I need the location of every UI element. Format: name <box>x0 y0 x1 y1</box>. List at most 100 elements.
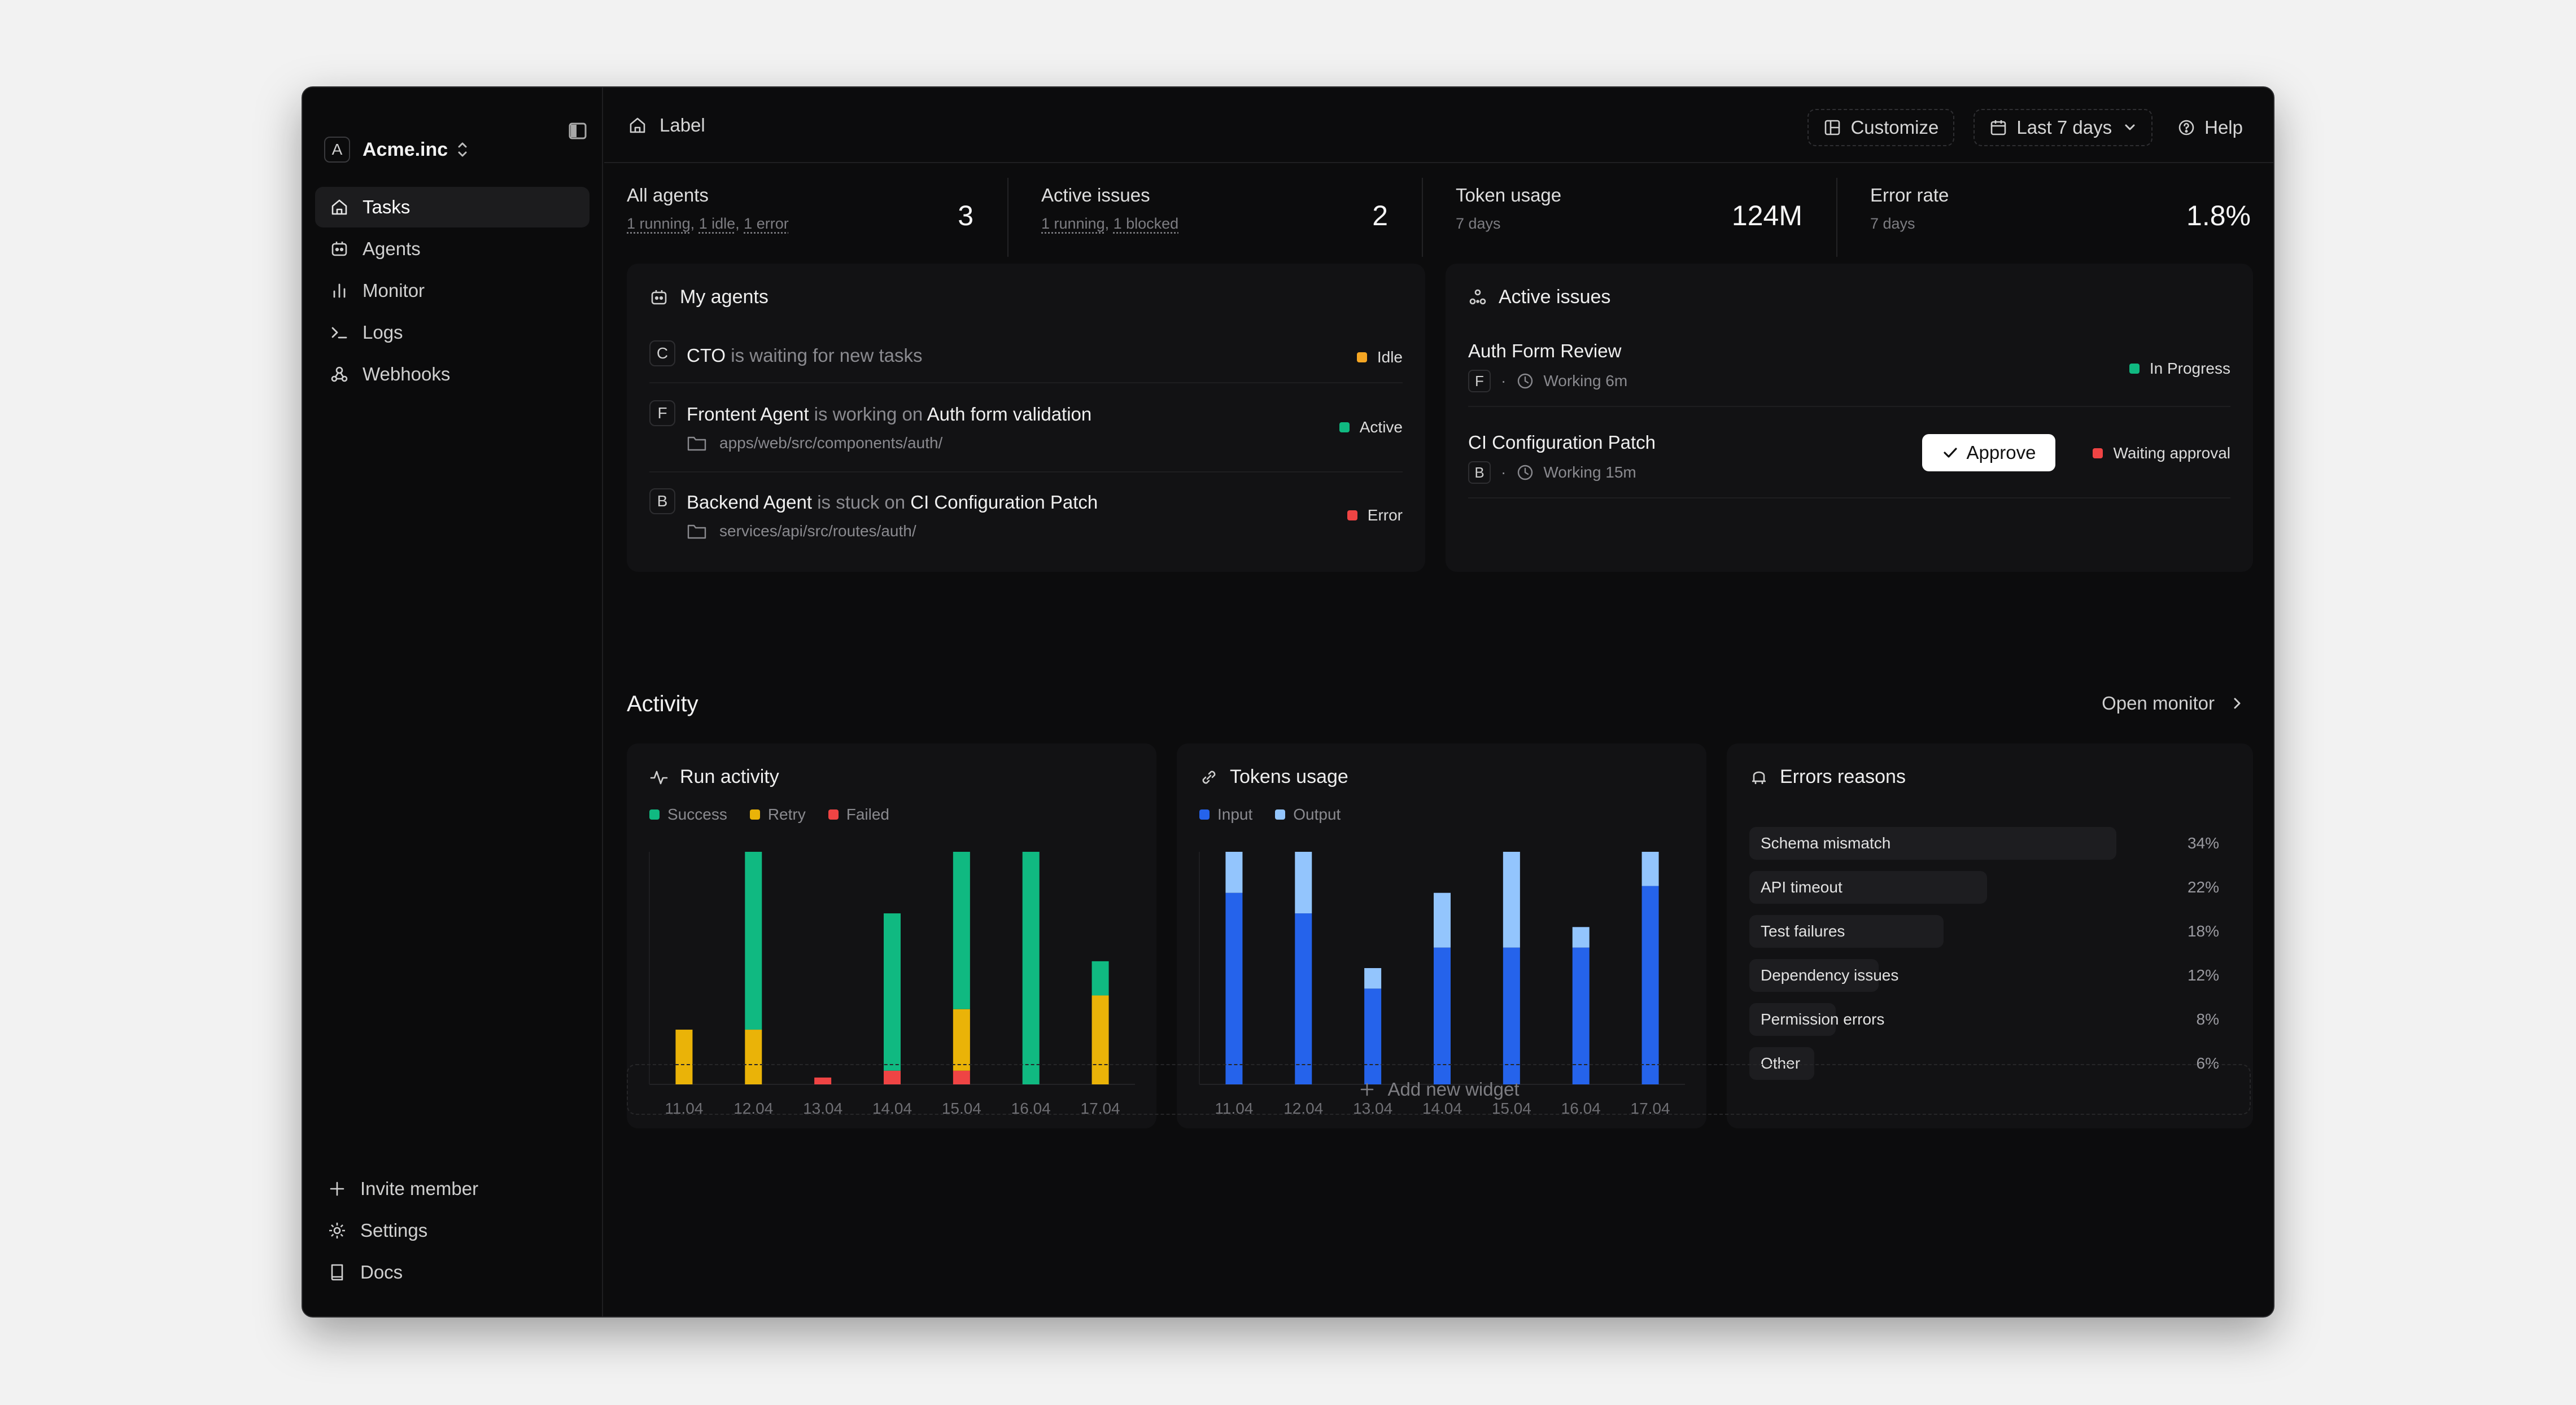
agent-avatar: C <box>649 340 675 366</box>
stat-sub-part: 1 running <box>627 215 691 232</box>
run-bar-retry-11.04[interactable] <box>675 1030 693 1084</box>
status-dot <box>2129 364 2140 374</box>
run-bar-failed-14.04[interactable] <box>884 1070 901 1084</box>
tokens-bar-output-13.04[interactable] <box>1364 968 1382 989</box>
approve-button[interactable]: Approve <box>1922 434 2055 471</box>
agent-row-frontend[interactable]: F Frontent Agent is working on Auth form… <box>649 384 1403 472</box>
error-reason-bar <box>1749 1047 1814 1080</box>
status-dot <box>1339 422 1350 432</box>
date-range-select[interactable]: Last 7 days <box>1974 109 2153 146</box>
sidebar-item-webhooks[interactable]: Webhooks <box>315 354 590 395</box>
stat-value: 2 <box>1372 200 1388 231</box>
stat-all-agents[interactable]: All agents 1 running, 1 idle, 1 error 3 <box>627 178 1008 257</box>
add-widget-button[interactable]: Add new widget <box>627 1064 2251 1115</box>
run-bar-retry-12.04[interactable] <box>745 1030 762 1084</box>
error-reason-row[interactable]: Dependency issues 12% <box>1749 959 2219 992</box>
tokens-bar-input-11.04[interactable] <box>1225 892 1243 1084</box>
legend-dot <box>649 809 660 820</box>
tokens-bar-input-16.04[interactable] <box>1572 947 1590 1084</box>
stat-error-rate[interactable]: Error rate 7 days 1.8% <box>1870 178 2251 257</box>
tokens-bar-output-14.04[interactable] <box>1434 892 1451 948</box>
panel-title: My agents <box>649 286 769 308</box>
agent-name: Backend Agent <box>687 492 813 513</box>
status-badge: Waiting approval <box>2093 444 2230 462</box>
stat-token-usage[interactable]: Token usage 7 days 124M <box>1456 178 1837 257</box>
tokens-bar-input-15.04[interactable] <box>1503 947 1520 1084</box>
error-reason-bar <box>1749 959 1879 992</box>
agent-path-text: services/api/src/routes/auth/ <box>719 522 916 540</box>
topbar: Label Customize Last 7 days Help <box>604 87 2273 163</box>
issue-row-auth-form[interactable]: Auth Form Review F · Working 6m In Progr… <box>1468 334 2230 407</box>
help-label: Help <box>2204 117 2243 138</box>
error-reason-percent: 12% <box>2187 966 2219 984</box>
calendar-icon <box>1991 120 2006 135</box>
panel-title: Run activity <box>649 766 779 788</box>
plus-icon <box>1360 1083 1373 1096</box>
gear-icon <box>329 1223 345 1238</box>
error-reason-bar <box>1749 827 2116 860</box>
run-bar-failed-15.04[interactable] <box>953 1070 970 1084</box>
stat-active-issues[interactable]: Active issues 1 running, 1 blocked 2 <box>1041 178 1423 257</box>
agent-target: CI Configuration Patch <box>910 492 1098 513</box>
legend-label: Success <box>667 806 727 823</box>
tokens-bar-input-13.04[interactable] <box>1364 988 1382 1084</box>
chevron-up-down-icon <box>458 142 467 157</box>
status-label: Error <box>1367 506 1403 524</box>
sidebar-item-label: Monitor <box>363 280 425 301</box>
tokens-bar-output-15.04[interactable] <box>1503 852 1520 948</box>
open-monitor-link[interactable]: Open monitor <box>2102 693 2245 714</box>
error-reason-row[interactable]: Schema mismatch 34% <box>1749 827 2219 860</box>
plus-icon <box>330 1181 344 1196</box>
docs-button[interactable]: Docs <box>315 1252 590 1293</box>
sidebar-toggle-icon[interactable] <box>568 121 587 141</box>
run-bar-success-12.04[interactable] <box>745 852 762 1030</box>
workspace-switcher[interactable]: A Acme.inc <box>324 112 582 187</box>
agent-row-cto[interactable]: C CTO is waiting for new tasks Idle <box>649 334 1403 383</box>
run-bar-success-16.04[interactable] <box>1022 852 1040 1084</box>
tokens-bar-output-11.04[interactable] <box>1225 852 1243 893</box>
stat-label: Token usage <box>1456 185 1562 205</box>
invite-member-button[interactable]: Invite member <box>315 1168 590 1209</box>
agent-avatar: F <box>649 400 675 426</box>
help-button[interactable]: Help <box>2172 109 2248 146</box>
status-label: Idle <box>1377 348 1403 366</box>
issue-row-ci-config[interactable]: CI Configuration Patch B · Working 15m A… <box>1468 425 2230 498</box>
sidebar-item-agents[interactable]: Agents <box>315 229 590 269</box>
run-bar-retry-15.04[interactable] <box>953 1009 970 1071</box>
run-bar-success-14.04[interactable] <box>884 913 901 1071</box>
status-label: Waiting approval <box>2113 444 2230 462</box>
tokens-bar-output-17.04[interactable] <box>1641 852 1659 886</box>
agent-line: Backend Agent is stuck on CI Configurati… <box>687 492 1098 513</box>
run-bar-failed-13.04[interactable] <box>814 1077 832 1084</box>
error-reason-row[interactable]: API timeout 22% <box>1749 871 2219 904</box>
sidebar-item-logs[interactable]: Logs <box>315 312 590 353</box>
issue-duration: Working 6m <box>1543 372 1628 389</box>
sidebar-item-label: Webhooks <box>363 364 451 384</box>
link-icon <box>1202 771 1216 784</box>
tokens-bar-input-17.04[interactable] <box>1641 886 1659 1084</box>
tokens-bar-input-14.04[interactable] <box>1434 947 1451 1084</box>
meta-separator: · <box>1501 463 1507 481</box>
customize-button[interactable]: Customize <box>1807 109 1955 146</box>
main-nav: Tasks Agents Monitor Logs Webhooks <box>315 187 590 396</box>
run-bar-success-15.04[interactable] <box>953 852 970 1009</box>
check-icon <box>1943 448 1957 458</box>
settings-button[interactable]: Settings <box>315 1210 590 1251</box>
error-reason-row[interactable]: Permission errors 8% <box>1749 1003 2219 1036</box>
sidebar-item-monitor[interactable]: Monitor <box>315 270 590 311</box>
workspace-avatar: A <box>324 137 350 163</box>
tokens-bar-output-12.04[interactable] <box>1295 852 1312 914</box>
breadcrumb-label: Label <box>660 115 705 135</box>
error-reason-row[interactable]: Other 6% <box>1749 1047 2219 1080</box>
sidebar-item-tasks[interactable]: Tasks <box>315 187 590 227</box>
run-bar-retry-17.04[interactable] <box>1091 995 1109 1084</box>
run-bar-success-17.04[interactable] <box>1091 961 1109 996</box>
errors-reasons-title: Errors reasons <box>1780 766 1906 787</box>
agent-row-backend[interactable]: B Backend Agent is stuck on CI Configura… <box>649 474 1403 558</box>
error-reason-row[interactable]: Test failures 18% <box>1749 915 2219 948</box>
tokens-bar-input-12.04[interactable] <box>1295 913 1312 1084</box>
customize-label: Customize <box>1850 117 1939 138</box>
tokens-bar-output-16.04[interactable] <box>1572 927 1590 948</box>
breadcrumb[interactable]: Label <box>628 112 705 138</box>
stat-value: 3 <box>958 200 973 231</box>
